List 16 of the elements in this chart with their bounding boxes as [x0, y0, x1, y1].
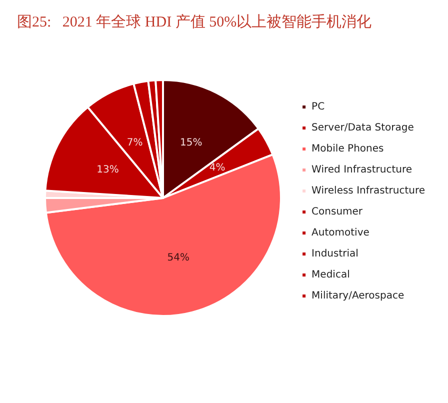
legend-label: Industrial — [312, 248, 358, 260]
data-label: 13% — [96, 164, 119, 176]
legend-label: Automotive — [312, 228, 370, 238]
legend-label: Wired Infrastructure — [312, 164, 412, 176]
legend-label: PC — [312, 102, 325, 112]
legend-label: Medical — [312, 270, 350, 280]
legend-label: Server/Data Storage — [312, 122, 414, 134]
legend-label: Wireless Infrastructure — [312, 186, 426, 196]
legend-label: Mobile Phones — [312, 144, 384, 154]
data-label: 7% — [126, 137, 143, 148]
data-label: 54% — [167, 252, 190, 264]
data-label: 15% — [180, 137, 202, 148]
data-label: 4% — [209, 162, 226, 174]
chart-title: 图25: 2021 年全球 HDI 产值 50%以上被智能手机消化 — [17, 14, 372, 30]
legend-label: Military/Aerospace — [312, 290, 404, 302]
legend-label: Consumer — [312, 206, 364, 218]
